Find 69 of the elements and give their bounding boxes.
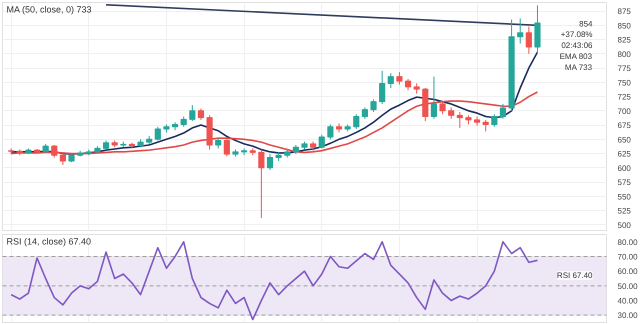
y-tick-label: 550 — [618, 192, 632, 202]
candlestick — [465, 114, 472, 125]
text: RSI 67.40 — [556, 271, 594, 280]
candlestick — [448, 106, 454, 120]
text: MA 733 — [564, 63, 593, 72]
candlestick — [189, 104, 196, 122]
candlestick — [388, 72, 394, 88]
y-tick-label: 50.00 — [618, 282, 638, 291]
y-tick-label: 850 — [618, 21, 632, 30]
y-tick-label: 575 — [618, 178, 632, 188]
y-tick-label: 725 — [618, 92, 632, 102]
y-tick-label: 875 — [618, 7, 632, 16]
y-tick-label: 825 — [618, 36, 632, 45]
y-tick-label: 775 — [618, 64, 632, 74]
y-tick-label: 650 — [618, 135, 632, 144]
text: 854 — [579, 20, 594, 28]
candlestick — [362, 106, 368, 120]
text: 02:43:06 — [561, 41, 594, 50]
candlestick — [491, 114, 498, 128]
y-tick-label: 60.00 — [618, 267, 638, 276]
y-tick-label: 30.00 — [618, 311, 638, 320]
candlestick — [482, 119, 489, 132]
text: EMA 803 — [560, 52, 593, 61]
candlestick — [60, 152, 66, 166]
y-tick-label: 800 — [618, 50, 632, 59]
candlestick — [404, 78, 412, 91]
y-tick-label: 600 — [618, 164, 632, 173]
candlestick — [353, 114, 360, 130]
candlestick — [266, 154, 274, 171]
candlestick — [224, 138, 230, 157]
y-tick-label: 70.00 — [618, 252, 638, 262]
candlestick — [379, 70, 386, 104]
y-tick-label: 700 — [618, 106, 632, 116]
candlestick — [370, 98, 377, 112]
candlestick — [276, 151, 282, 162]
y-tick-label: 80.00 — [618, 238, 638, 247]
candlestick — [198, 108, 204, 120]
text: +37.08% — [560, 30, 593, 39]
candlestick — [414, 82, 420, 94]
candlestick — [439, 101, 446, 115]
candlestick — [327, 124, 334, 140]
candlestick — [336, 122, 342, 133]
candlestick — [430, 76, 438, 120]
candlestick — [258, 149, 264, 218]
y-tick-label: 40.00 — [618, 296, 638, 306]
candlestick — [517, 18, 524, 44]
candlestick — [102, 140, 110, 150]
candlestick — [154, 126, 161, 141]
y-tick-label: 675 — [618, 121, 632, 130]
y-tick-label: 525 — [618, 206, 632, 216]
candlestick — [534, 4, 541, 54]
candlestick — [500, 103, 506, 120]
annotation: MA (50, close, 0) 733 — [6, 4, 92, 14]
y-tick-label: 500 — [618, 220, 632, 230]
candlestick — [318, 134, 325, 149]
candlestick — [51, 144, 58, 158]
y-tick-label: 750 — [618, 78, 632, 88]
candlestick — [474, 116, 480, 126]
y-tick-label: 625 — [618, 150, 632, 159]
candlestick — [292, 144, 299, 155]
candlestick — [310, 141, 316, 152]
candlestick — [456, 111, 463, 128]
candlestick — [180, 116, 187, 128]
annotation: RSI (14, close) 67.40 — [6, 236, 92, 246]
candlestick — [42, 143, 49, 154]
candlestick — [68, 152, 75, 163]
candlestick — [526, 26, 532, 54]
candlestick — [215, 138, 222, 149]
candlestick — [396, 72, 403, 86]
